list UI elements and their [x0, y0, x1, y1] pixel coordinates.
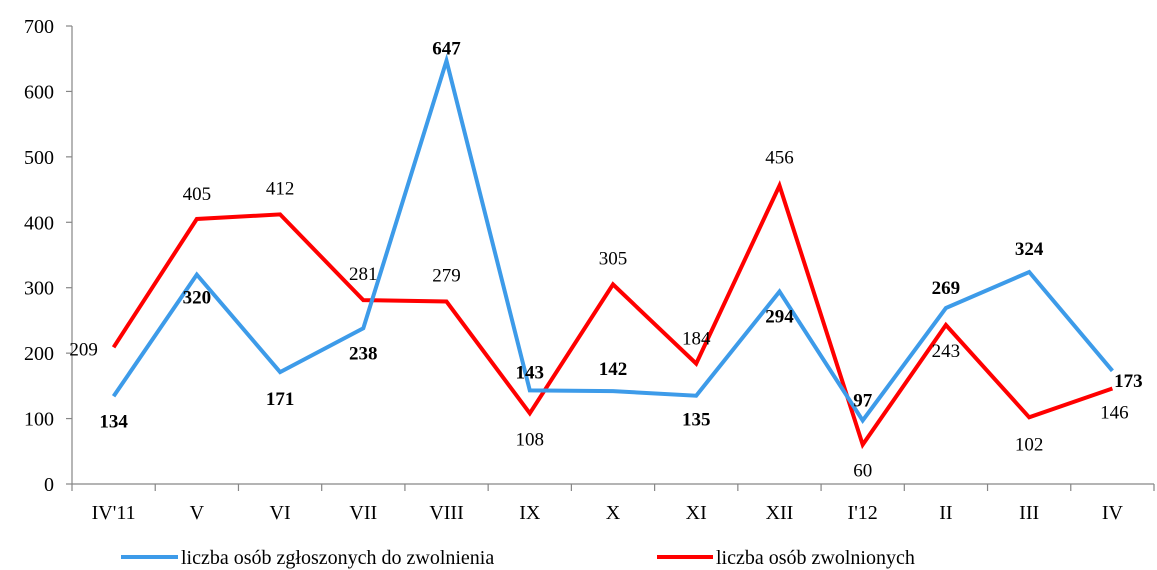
x-tick-label: IV'11: [92, 502, 136, 524]
x-tick-label: XI: [686, 502, 707, 524]
y-tick-label: 200: [24, 343, 54, 365]
x-tick-label: VIII: [429, 502, 463, 524]
series-line-1: [111, 53, 1114, 425]
y-tick-label: 100: [24, 409, 54, 431]
x-tick-label: VI: [270, 502, 291, 524]
data-label: 209: [69, 339, 98, 360]
data-label: 281: [349, 264, 378, 285]
x-tick-label: IX: [519, 502, 541, 524]
data-label: 324: [1015, 239, 1044, 260]
x-tick-label: X: [606, 502, 621, 524]
data-label: 146: [1100, 402, 1129, 423]
data-label: 305: [599, 248, 628, 269]
data-label: 294: [765, 307, 794, 328]
data-label: 243: [932, 341, 961, 362]
data-label: 171: [266, 389, 295, 410]
legend-label: liczba osób zwolnionych: [716, 547, 915, 569]
x-tick-label: XII: [766, 502, 794, 524]
data-label: 143: [516, 362, 545, 383]
y-tick-label: 300: [24, 278, 54, 300]
data-label: 647: [432, 39, 461, 60]
data-label: 173: [1114, 371, 1143, 392]
y-tick-label: 0: [44, 474, 54, 496]
y-tick-label: 700: [24, 16, 54, 38]
legend: liczba osób zgłoszonych do zwolnienia lic…: [121, 547, 915, 569]
data-label: 97: [853, 391, 873, 412]
x-tick-label: VII: [349, 502, 377, 524]
legend-label: liczba osób zgłoszonych do zwolnienia: [181, 547, 494, 569]
series-line-2: [111, 180, 1114, 450]
data-label: 320: [183, 288, 212, 309]
data-label: 135: [682, 410, 711, 431]
data-label: 184: [682, 329, 711, 350]
axes: 0 100 200 300 400 500 600 700 IV'11 V VI VII VIII IX X…: [24, 16, 1155, 524]
data-label: 238: [349, 343, 378, 364]
data-label: 60: [853, 461, 872, 482]
series-lines: [111, 53, 1114, 450]
y-tick-label: 600: [24, 81, 54, 103]
data-label: 142: [599, 359, 628, 380]
data-label: 102: [1015, 434, 1044, 455]
data-label: 405: [183, 184, 212, 205]
data-label: 134: [99, 411, 128, 432]
x-tick-label: IV: [1102, 502, 1124, 524]
data-label: 269: [932, 278, 961, 299]
x-tick-label: III: [1019, 502, 1039, 524]
data-label: 412: [266, 178, 295, 199]
data-labels: 134 320 171 238 647 143 142 135 294 97 269 324 173 20…: [69, 39, 1142, 482]
data-label: 456: [765, 148, 794, 169]
x-tick-label: I'12: [848, 502, 878, 524]
x-tick-label: V: [190, 502, 205, 524]
y-tick-label: 400: [24, 212, 54, 234]
data-label: 279: [432, 265, 461, 286]
x-tick-label: II: [939, 502, 952, 524]
data-label: 108: [516, 429, 545, 450]
y-tick-label: 500: [24, 147, 54, 169]
